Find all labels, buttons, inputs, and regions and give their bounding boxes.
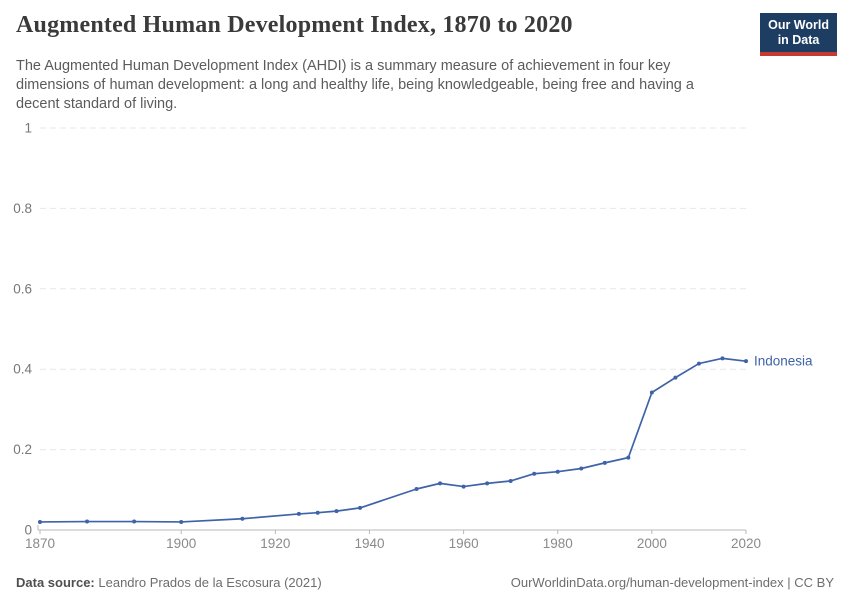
x-axis-tick-label: 1900 <box>166 536 196 551</box>
data-source-value: Leandro Prados de la Escosura (2021) <box>98 575 322 590</box>
series-line-indonesia[interactable] <box>39 357 747 523</box>
data-point[interactable] <box>602 460 607 465</box>
x-axis-tick-label: 2020 <box>731 536 761 551</box>
chart-title: Augmented Human Development Index, 1870 … <box>16 12 573 38</box>
x-axis-tick-label: 1940 <box>354 536 384 551</box>
data-point[interactable] <box>673 375 678 380</box>
y-axis-tick-label: 0.2 <box>13 442 32 457</box>
x-axis-tick-label: 1920 <box>260 536 290 551</box>
data-point[interactable] <box>296 511 301 516</box>
data-point[interactable] <box>696 361 701 366</box>
y-axis-tick-label: 0 <box>24 523 32 538</box>
data-point[interactable] <box>720 356 725 361</box>
chart-footer: Data source: Leandro Prados de la Escosu… <box>16 575 834 590</box>
x-axis-tick-label: 1980 <box>543 536 573 551</box>
data-point[interactable] <box>85 519 90 524</box>
data-point[interactable] <box>179 519 184 524</box>
data-source-label: Data source: <box>16 575 95 590</box>
chart-subtitle: The Augmented Human Development Index (A… <box>16 58 694 112</box>
data-point[interactable] <box>461 484 466 489</box>
data-point[interactable] <box>438 481 443 486</box>
data-source: Data source: Leandro Prados de la Escosu… <box>16 575 322 590</box>
data-point[interactable] <box>132 519 137 524</box>
y-axis-tick-label: 0.8 <box>13 201 32 216</box>
data-point[interactable] <box>315 510 320 515</box>
data-point[interactable] <box>579 466 584 471</box>
data-point[interactable] <box>38 519 42 524</box>
data-point[interactable] <box>485 481 490 486</box>
x-axis-tick-label: 1870 <box>25 536 55 551</box>
data-point[interactable] <box>240 516 245 521</box>
data-point[interactable] <box>555 469 560 474</box>
data-point[interactable] <box>626 455 631 460</box>
data-point[interactable] <box>508 478 513 483</box>
owid-logo-line2: in Data <box>777 33 820 47</box>
attribution-link[interactable]: OurWorldinData.org/human-development-ind… <box>510 575 834 590</box>
data-point[interactable] <box>744 359 748 364</box>
data-point[interactable] <box>358 505 363 510</box>
data-point[interactable] <box>649 390 654 395</box>
owid-logo-line1: Our World <box>768 18 829 32</box>
data-point[interactable] <box>532 471 537 476</box>
x-axis-tick-label: 1960 <box>449 536 479 551</box>
data-point[interactable] <box>414 486 419 491</box>
data-point[interactable] <box>334 509 339 514</box>
x-axis-tick-label: 2000 <box>637 536 667 551</box>
y-axis-tick-label: 0.6 <box>13 281 32 296</box>
y-axis-tick-label: 0.4 <box>13 362 32 377</box>
ahdi-line-chart: 0 0.2 0.4 0.6 0.8 1 1870 1900 1920 1940 1960 1980 20… <box>13 121 813 552</box>
series-label-indonesia[interactable]: Indonesia <box>754 354 813 369</box>
y-axis-tick-label: 1 <box>24 121 32 136</box>
owid-logo[interactable]: Our World in Data <box>760 13 837 56</box>
